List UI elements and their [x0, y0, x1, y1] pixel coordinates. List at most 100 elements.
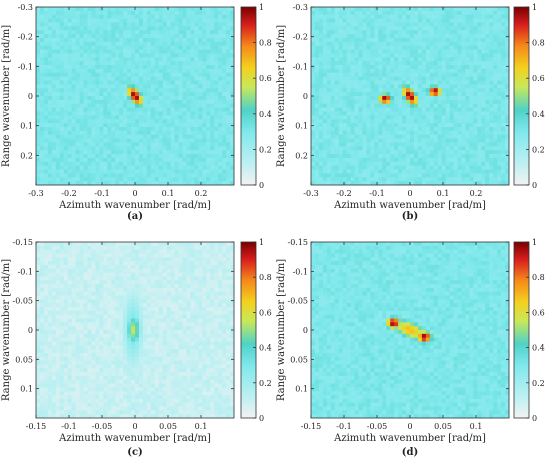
heatmap-cell — [230, 65, 235, 70]
heatmap-cell — [453, 134, 458, 139]
heatmap-cell — [154, 99, 160, 105]
heatmap-cell — [413, 18, 419, 23]
heatmap-cell — [214, 253, 219, 258]
heatmap-cell — [382, 99, 387, 105]
heatmap-cell — [449, 7, 454, 12]
heatmap-cell — [398, 150, 403, 155]
heatmap-cell — [63, 161, 69, 167]
heatmap-cell — [441, 146, 447, 151]
heatmap-cell — [445, 22, 450, 27]
heatmap-cell — [83, 68, 88, 74]
heatmap-cell — [182, 119, 187, 124]
heatmap-cell — [39, 173, 45, 178]
heatmap-cell — [346, 18, 351, 23]
heatmap-cell — [182, 45, 187, 50]
heatmap-cell — [119, 96, 124, 101]
heatmap-cell — [170, 96, 175, 101]
heatmap-cell — [230, 34, 235, 39]
heatmap-cell — [449, 61, 454, 66]
heatmap-cell — [182, 177, 187, 182]
heatmap-cell — [489, 119, 494, 124]
heatmap-cell — [318, 123, 324, 128]
heatmap-cell — [469, 134, 474, 139]
heatmap-cell — [481, 41, 486, 47]
heatmap-cell — [374, 150, 379, 155]
heatmap-cell — [47, 157, 53, 163]
heatmap-cell — [190, 115, 195, 120]
heatmap-cell — [374, 138, 379, 143]
heatmap-cell — [39, 80, 45, 85]
heatmap-cell — [374, 157, 379, 163]
heatmap-cell — [103, 173, 108, 178]
heatmap-cell — [453, 157, 458, 163]
heatmap-cell — [154, 45, 160, 50]
heatmap-cell — [111, 154, 116, 159]
heatmap-cell — [146, 49, 152, 54]
heatmap-cell — [441, 61, 447, 66]
heatmap-cell — [138, 165, 144, 170]
heatmap-cell — [374, 181, 379, 186]
heatmap-cell — [425, 76, 431, 81]
heatmap-cell — [473, 45, 478, 50]
heatmap-cell — [206, 26, 211, 31]
heatmap-cell — [374, 119, 379, 124]
heatmap-cell — [473, 126, 478, 132]
heatmap-cell — [186, 96, 191, 101]
heatmap-cell — [194, 80, 199, 85]
heatmap-cell — [75, 80, 80, 85]
heatmap-cell — [111, 37, 116, 43]
heatmap-cell — [358, 165, 363, 170]
heatmap-cell — [166, 150, 172, 155]
heatmap-cell — [477, 80, 482, 85]
heatmap-cell — [135, 257, 140, 262]
heatmap-cell — [314, 92, 320, 97]
heatmap-cell — [421, 88, 427, 93]
heatmap-cell — [346, 53, 351, 58]
heatmap-cell — [218, 68, 223, 74]
heatmap-cell — [497, 61, 502, 66]
heatmap-cell — [91, 10, 96, 16]
heatmap-cell — [358, 181, 363, 186]
heatmap-cell — [158, 173, 164, 178]
heatmap-cell — [366, 165, 371, 170]
heatmap-cell — [334, 53, 340, 58]
heatmap-cell — [382, 10, 387, 16]
heatmap-cell — [119, 53, 124, 58]
heatmap-cell — [421, 99, 427, 105]
heatmap-cell — [326, 53, 332, 58]
heatmap-cell — [119, 72, 124, 78]
heatmap-cell — [437, 18, 443, 23]
heatmap-cell — [214, 72, 219, 78]
heatmap-cell — [198, 177, 203, 182]
heatmap-cell — [131, 242, 136, 247]
heatmap-cell — [170, 165, 175, 170]
heatmap-cell — [457, 30, 462, 35]
heatmap-cell — [362, 119, 367, 124]
heatmap-cell — [154, 253, 160, 258]
heatmap-cell — [417, 146, 423, 151]
heatmap-cell — [473, 88, 478, 93]
heatmap-cell — [158, 165, 164, 170]
heatmap-cell — [382, 22, 387, 27]
heatmap-cell — [186, 30, 191, 35]
heatmap-cell — [398, 84, 403, 89]
heatmap-cell — [394, 115, 399, 120]
heatmap-cell — [170, 177, 175, 182]
heatmap-cell — [135, 92, 140, 97]
heatmap-cell — [91, 123, 96, 128]
heatmap-cell — [186, 173, 191, 178]
heatmap-cell — [170, 249, 175, 254]
heatmap-cell — [477, 72, 482, 78]
heatmap-cell — [210, 123, 215, 128]
heatmap-cell — [83, 49, 88, 54]
heatmap-cell — [146, 253, 152, 258]
heatmap-cell — [362, 84, 367, 89]
heatmap-cell — [342, 7, 348, 12]
heatmap-cell — [441, 80, 447, 85]
heatmap-cell — [489, 99, 494, 105]
heatmap-cell — [79, 257, 84, 262]
heatmap-cell — [123, 22, 128, 27]
heatmap-cell — [210, 253, 215, 258]
heatmap-cell — [342, 26, 348, 31]
heatmap-cell — [182, 41, 187, 47]
